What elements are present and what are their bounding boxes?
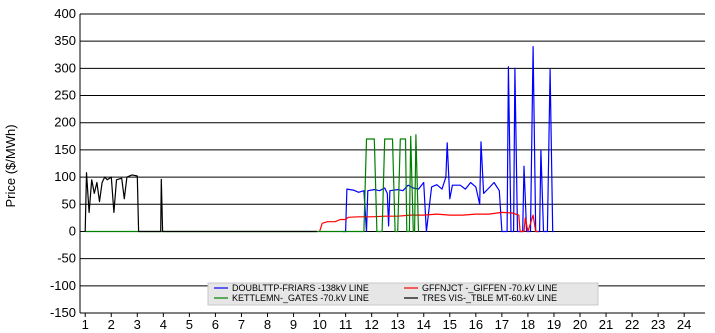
x-tick-label: 11 (339, 317, 353, 332)
x-tick-label: 22 (625, 317, 639, 332)
y-tick-label: -50 (57, 251, 76, 266)
x-tick-label: 3 (134, 317, 141, 332)
x-tick-label: 1 (82, 317, 89, 332)
x-tick-label: 16 (469, 317, 483, 332)
series-line (319, 211, 539, 233)
x-tick-label: 4 (160, 317, 167, 332)
legend-box (207, 282, 599, 306)
grid-lines (80, 13, 705, 314)
x-tick-labels: 1 2 3 4 5 6 7 8 9 10 11 12 13 14 15 16 17 18 19 20 21 22 23 24 (82, 317, 692, 332)
y-tick-label: 100 (54, 169, 76, 184)
series-lines (84, 45, 554, 233)
legend-entry: TRES VIS-_TBLE MT-60.kV LINE (422, 293, 557, 303)
x-tick-label: 15 (443, 317, 457, 332)
y-tick-label: 150 (54, 142, 76, 157)
x-tick-label: 12 (364, 317, 378, 332)
y-tick-label: 300 (54, 60, 76, 75)
y-tick-label: 400 (54, 6, 76, 21)
x-tick-label: 17 (495, 317, 509, 332)
x-tick-label: 9 (290, 317, 297, 332)
legend: DOUBLTTP-FRIARS -138kV LINE GFFNJCT -_GIF… (207, 282, 599, 306)
y-axis-label: Price ($/MWh) (3, 124, 18, 207)
axes (79, 14, 685, 317)
legend-entry: DOUBLTTP-FRIARS -138kV LINE (232, 283, 369, 293)
y-tick-label: -100 (50, 278, 76, 293)
x-tick-label: 21 (599, 317, 613, 332)
y-tick-label: 50 (62, 196, 76, 211)
x-tick-label: 6 (212, 317, 219, 332)
x-tick-label: 23 (651, 317, 665, 332)
x-tick-label: 13 (390, 317, 404, 332)
y-tick-label: 350 (54, 33, 76, 48)
y-tick-labels: -150 -100 -50 0 50 100 150 200 250 300 350 400 (50, 6, 76, 320)
legend-entry: KETTLEMN-_GATES -70.kV LINE (232, 293, 369, 303)
x-tick-label: 19 (547, 317, 561, 332)
x-tick-label: 10 (312, 317, 326, 332)
legend-entry: GFFNJCT -_GIFFEN -70.kV LINE (422, 283, 557, 293)
x-tick-label: 14 (417, 317, 431, 332)
x-tick-label: 5 (186, 317, 193, 332)
series-line (84, 172, 317, 233)
y-tick-label: -150 (50, 305, 76, 320)
x-tick-label: 18 (521, 317, 535, 332)
y-tick-label: 200 (54, 115, 76, 130)
series-line (85, 134, 420, 233)
x-tick-label: 24 (677, 317, 691, 332)
x-tick-label: 7 (238, 317, 245, 332)
x-tick-label: 8 (264, 317, 271, 332)
y-tick-label: 0 (69, 223, 76, 238)
x-tick-label: 20 (573, 317, 587, 332)
y-tick-label: 250 (54, 88, 76, 103)
x-tick-label: 2 (108, 317, 115, 332)
